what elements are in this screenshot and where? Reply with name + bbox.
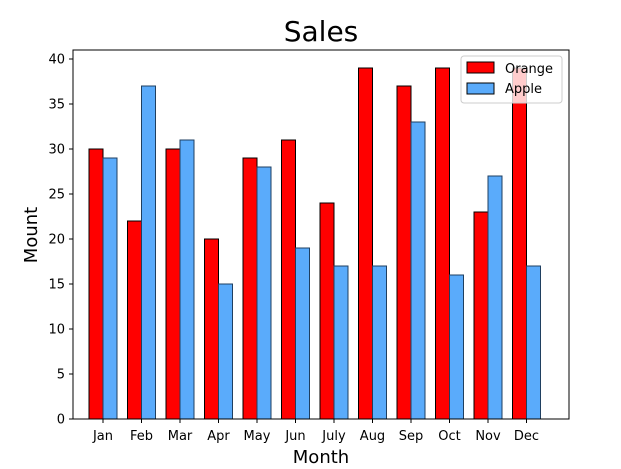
bar-orange-jan (88, 148, 104, 420)
legend-label-apple: Apple (505, 82, 542, 97)
y-tick-label: 10 (48, 323, 65, 338)
legend-swatch-orange (466, 61, 495, 74)
bar-orange-oct (435, 67, 450, 420)
bar-apple-may (256, 166, 272, 420)
x-axis-ticks: Jan Feb Mar Apr May Jun July Aug Sep Oct Nov Dec (92, 419, 539, 444)
chart-title: Sales (284, 15, 359, 48)
x-tick-label: Jun (284, 429, 305, 444)
y-axis-label: Mount (21, 207, 42, 263)
y-axis-ticks: 0 5 10 15 20 25 30 35 40 (48, 53, 73, 428)
bars-group (88, 67, 541, 420)
x-tick-label: May (244, 429, 271, 444)
bar-apple-dec (526, 265, 541, 420)
legend: Orange Apple (460, 55, 563, 104)
bar-apple-nov (487, 175, 503, 420)
bar-apple-mar (179, 139, 195, 420)
bar-apple-jun (295, 247, 310, 420)
bar-orange-dec (512, 67, 527, 420)
bar-apple-july (333, 265, 349, 420)
bar-orange-apr (204, 238, 219, 420)
y-tick-label: 20 (48, 233, 65, 248)
x-tick-label: Mar (168, 429, 193, 444)
x-tick-label: Feb (130, 429, 153, 444)
y-tick-label: 30 (48, 143, 65, 158)
bar-orange-mar (165, 148, 181, 420)
bar-apple-oct (449, 274, 464, 420)
bar-apple-jan (102, 157, 118, 420)
bar-orange-sep (396, 85, 412, 420)
x-axis-label: Month (293, 447, 349, 468)
bar-orange-jun (281, 139, 296, 420)
y-tick-label: 15 (48, 278, 65, 293)
bar-orange-aug (358, 67, 373, 420)
plot-frame (72, 49, 570, 420)
bar-apple-aug (372, 265, 387, 420)
y-tick-label: 25 (48, 188, 65, 203)
legend-swatch-apple (466, 82, 495, 95)
x-tick-label: Oct (438, 429, 460, 444)
x-tick-label: Apr (207, 429, 230, 444)
x-tick-label: Dec (514, 429, 539, 444)
bar-orange-may (242, 157, 258, 420)
legend-label-orange: Orange (505, 62, 553, 77)
x-tick-label: Jan (92, 429, 113, 444)
x-tick-label: Nov (475, 429, 501, 444)
y-tick-label: 5 (57, 368, 65, 383)
x-tick-label: Sep (399, 429, 424, 444)
y-tick-label: 40 (48, 53, 65, 68)
bar-apple-sep (410, 121, 426, 420)
bar-orange-nov (473, 211, 489, 420)
bar-orange-feb (127, 220, 142, 420)
y-tick-label: 35 (48, 98, 65, 113)
y-tick-label: 0 (57, 413, 65, 428)
bar-orange-july (319, 202, 335, 420)
x-tick-label: July (321, 429, 346, 444)
x-tick-label: Aug (360, 429, 385, 444)
bar-apple-feb (141, 85, 156, 420)
bar-apple-apr (218, 283, 233, 420)
